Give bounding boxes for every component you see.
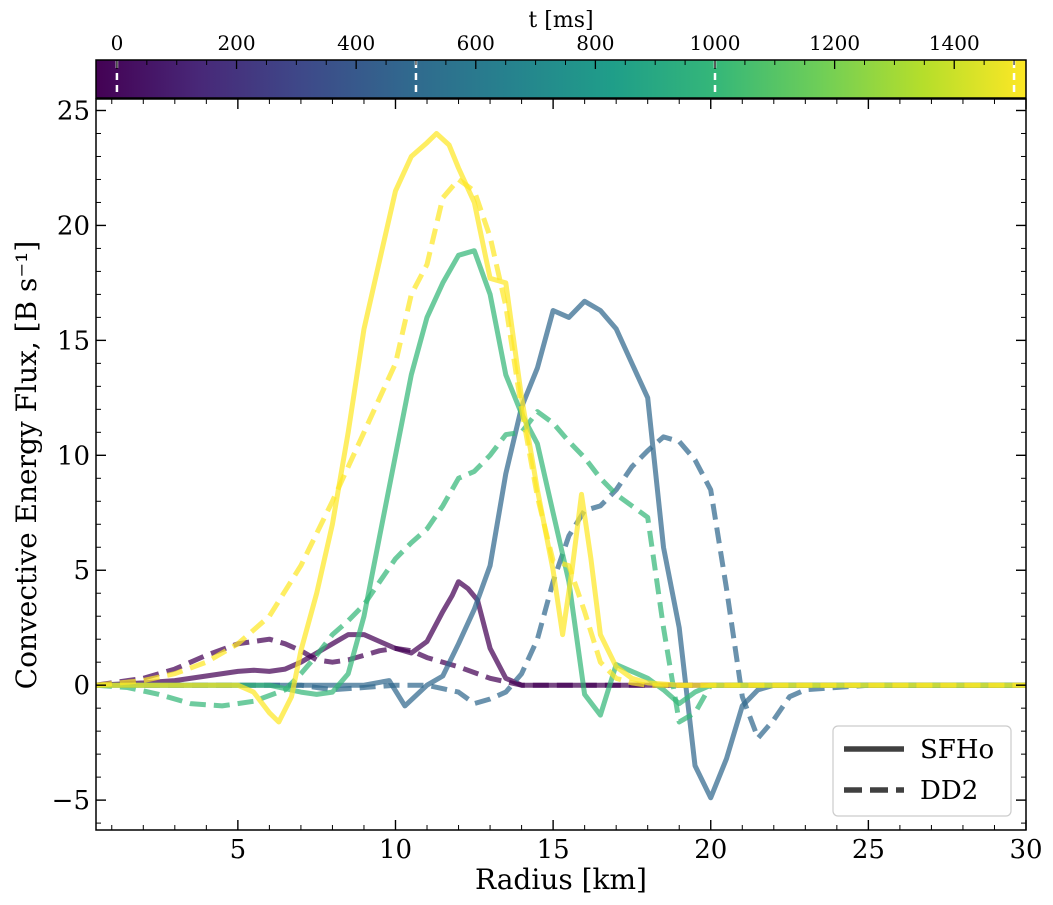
x-tick-label: 5 — [230, 835, 247, 865]
series-line-dd2-500ms — [96, 434, 1026, 741]
colorbar-ticks: 0 200 400 600 800 1000 1200 1400 — [111, 31, 1015, 69]
series-line-dd2-0ms — [96, 636, 1026, 688]
x-tick-label: 15 — [537, 835, 570, 865]
y-axis-label: Convective Energy Flux, [B s⁻¹] — [10, 241, 43, 690]
legend: SFHo DD2 — [832, 725, 1012, 817]
plot-area: 5 10 15 20 25 30 −5 0 5 10 15 20 25 — [52, 96, 1043, 865]
y-tick-label: 0 — [73, 671, 90, 701]
colorbar-gradient — [95, 59, 1027, 99]
y-tick-label: 15 — [57, 326, 90, 356]
x-tick-label: 30 — [1009, 835, 1042, 865]
x-tick-label: 10 — [379, 835, 412, 865]
series-line-sfho-1500ms — [96, 131, 1026, 725]
plot-frame — [95, 98, 1027, 831]
y-axis-ticks: −5 0 5 10 15 20 25 — [52, 96, 1026, 824]
series-line-dd2-1000ms — [96, 409, 1026, 725]
x-axis-ticks: 5 10 15 20 25 30 — [111, 99, 1043, 865]
legend-label-dd2: DD2 — [920, 776, 978, 806]
colorbar-label: t [ms] — [528, 8, 593, 33]
colorbar-tick-label: 600 — [457, 31, 495, 55]
series-layer — [96, 131, 1026, 801]
colorbar-tick-label: 0 — [111, 31, 124, 55]
series-line-sfho-500ms — [96, 298, 1026, 801]
series-line-dd2-1500ms — [96, 177, 1026, 688]
colorbar: 0 200 400 600 800 1000 1200 1400 t [ms] — [95, 8, 1027, 99]
y-tick-label: 20 — [57, 211, 90, 241]
y-tick-label: −5 — [52, 786, 90, 816]
y-tick-label: 10 — [57, 441, 90, 471]
colorbar-tick-label: 1400 — [929, 31, 980, 55]
colorbar-tick-label: 1200 — [809, 31, 860, 55]
x-axis-label: Radius [km] — [475, 863, 647, 896]
colorbar-tick-label: 400 — [337, 31, 375, 55]
x-tick-label: 25 — [852, 835, 885, 865]
x-tick-label: 20 — [694, 835, 727, 865]
y-tick-label: 5 — [73, 556, 90, 586]
y-tick-label: 25 — [57, 96, 90, 126]
colorbar-tick-label: 200 — [217, 31, 255, 55]
colorbar-tick-label: 1000 — [690, 31, 741, 55]
colorbar-tick-label: 800 — [576, 31, 614, 55]
series-line-sfho-0ms — [96, 579, 1026, 688]
legend-label-sfho: SFHo — [920, 735, 994, 765]
